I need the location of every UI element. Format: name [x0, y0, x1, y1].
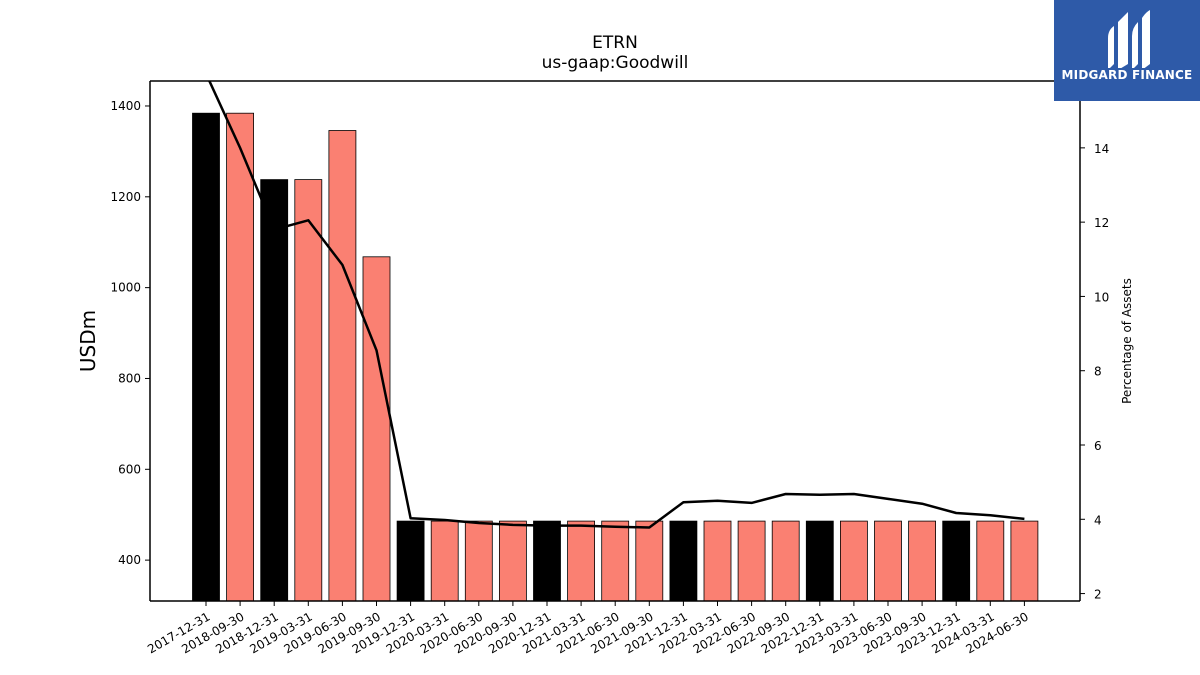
y-tick-label: 1200 [110, 190, 141, 204]
y2-tick-label: 4 [1094, 513, 1102, 527]
chart-title: ETRN [592, 33, 638, 53]
y2-tick-label: 14 [1094, 142, 1109, 156]
y-tick-label: 400 [118, 553, 141, 567]
bar-2021-12-31 [669, 520, 698, 601]
bar-2021-09-30 [635, 520, 664, 601]
midgard-finance-logo: MIDGARD FINANCE [1054, 0, 1200, 101]
y2-tick-label: 10 [1094, 290, 1109, 304]
logo-text: MIDGARD FINANCE [1061, 68, 1193, 82]
bar-series [192, 112, 1039, 601]
bar-2022-12-31 [805, 520, 834, 601]
bar-2019-06-30 [328, 130, 357, 601]
bar-2023-06-30 [874, 520, 902, 601]
bar-2023-03-31 [840, 520, 868, 601]
bar-2020-03-31 [430, 520, 459, 601]
percentage-line [208, 81, 1025, 529]
percentage-series [208, 81, 1025, 529]
bar-2024-06-30 [1010, 520, 1039, 601]
y-tick-label: 800 [118, 371, 141, 385]
bar-2022-06-30 [737, 520, 766, 601]
bar-2020-06-30 [464, 520, 493, 601]
bar-2024-03-31 [976, 520, 1005, 601]
bar-2020-09-30 [498, 520, 527, 601]
bar-2023-12-31 [942, 520, 971, 601]
bar-2020-12-31 [533, 520, 561, 601]
y2-tick-label: 12 [1094, 216, 1109, 230]
bar-2017-12-31 [192, 112, 220, 601]
y-axis-label: USDm [76, 310, 100, 372]
y2-tick-label: 8 [1094, 365, 1102, 379]
bar-2022-03-31 [703, 520, 732, 601]
bar-2022-09-30 [771, 520, 800, 601]
bar-2021-03-31 [567, 520, 595, 601]
y2-tick-label: 2 [1094, 588, 1102, 602]
bar-2019-12-31 [396, 520, 425, 601]
bar-2019-09-30 [362, 256, 391, 601]
bar-2021-06-30 [601, 520, 630, 601]
bar-2019-03-31 [294, 179, 323, 601]
y2-axis-label: Percentage of Assets [1120, 278, 1134, 404]
y2-tick-label: 6 [1094, 439, 1102, 453]
y-tick-label: 1000 [110, 281, 141, 295]
bar-2018-12-31 [260, 179, 289, 601]
bar-2023-09-30 [908, 520, 936, 601]
chart-subtitle: us-gaap:Goodwill [541, 53, 689, 73]
logo-mark-icon [1108, 10, 1150, 68]
y-tick-label: 1400 [110, 99, 141, 113]
y-tick-label: 600 [118, 462, 141, 476]
bar-2018-09-30 [226, 112, 255, 601]
